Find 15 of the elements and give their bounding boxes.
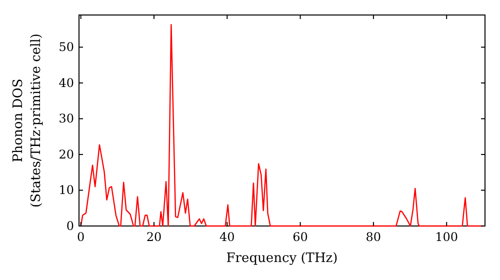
y-tick-label: 10 <box>58 183 74 198</box>
x-tick-label: 20 <box>146 230 162 244</box>
y-tick-label: 30 <box>58 112 74 126</box>
x-axis-title: Frequency (THz) <box>226 251 338 266</box>
y-axis-title: Phonon DOS (States/THz·primitive cell) <box>11 33 44 208</box>
x-tick-label: 0 <box>77 230 85 244</box>
y-tick-label: 0 <box>66 219 74 233</box>
y-tick-label: 20 <box>58 147 74 162</box>
x-tick-label: 80 <box>366 230 382 244</box>
x-tick-label: 60 <box>292 230 308 244</box>
y-tick-label: 40 <box>58 76 74 90</box>
line-series <box>80 24 484 227</box>
x-tick-label: 100 <box>435 230 458 244</box>
y-tick-label: 50 <box>58 40 74 54</box>
x-tick-label: 40 <box>219 230 235 244</box>
